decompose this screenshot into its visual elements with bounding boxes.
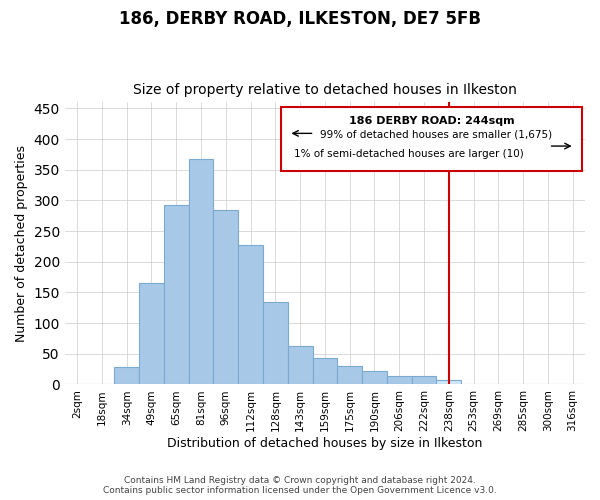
Bar <box>387 376 412 384</box>
Bar <box>313 358 337 384</box>
Y-axis label: Number of detached properties: Number of detached properties <box>15 145 28 342</box>
X-axis label: Distribution of detached houses by size in Ilkeston: Distribution of detached houses by size … <box>167 437 482 450</box>
Bar <box>412 376 436 384</box>
Text: 99% of detached houses are smaller (1,675): 99% of detached houses are smaller (1,67… <box>320 129 552 139</box>
Bar <box>214 210 238 384</box>
Bar <box>139 284 164 384</box>
Bar <box>337 366 362 384</box>
Text: 1% of semi-detached houses are larger (10): 1% of semi-detached houses are larger (1… <box>293 149 523 159</box>
Text: 186, DERBY ROAD, ILKESTON, DE7 5FB: 186, DERBY ROAD, ILKESTON, DE7 5FB <box>119 10 481 28</box>
Bar <box>362 371 387 384</box>
Bar <box>115 368 139 384</box>
Bar <box>436 380 461 384</box>
Bar <box>164 205 188 384</box>
Bar <box>263 302 288 384</box>
Bar <box>238 244 263 384</box>
Bar <box>188 159 214 384</box>
FancyBboxPatch shape <box>281 106 583 172</box>
Text: 186 DERBY ROAD: 244sqm: 186 DERBY ROAD: 244sqm <box>349 116 514 126</box>
Text: Contains HM Land Registry data © Crown copyright and database right 2024.
Contai: Contains HM Land Registry data © Crown c… <box>103 476 497 495</box>
Bar <box>288 346 313 385</box>
Title: Size of property relative to detached houses in Ilkeston: Size of property relative to detached ho… <box>133 83 517 97</box>
